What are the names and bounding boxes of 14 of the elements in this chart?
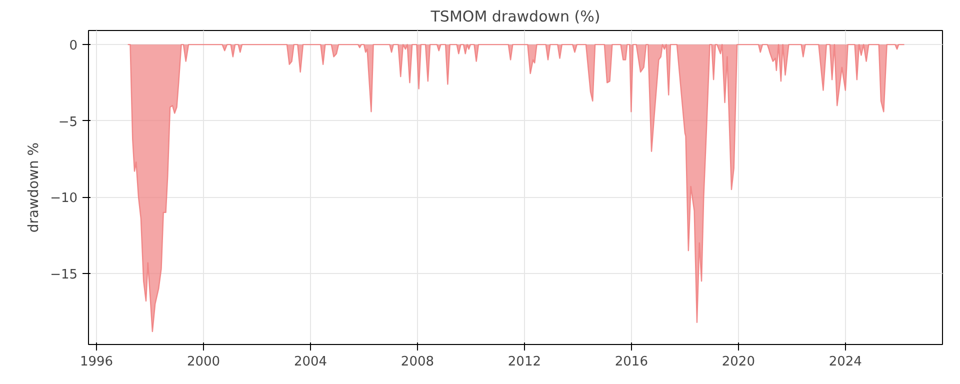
y-tick-label: 0 bbox=[69, 38, 78, 54]
y-tick-label: −5 bbox=[58, 114, 78, 130]
x-tick-label: 2008 bbox=[400, 354, 434, 370]
y-tick-label: −15 bbox=[50, 268, 78, 283]
x-tick-label: 2004 bbox=[294, 354, 328, 370]
y-tick-label: −10 bbox=[50, 191, 78, 206]
x-tick-label: 2012 bbox=[508, 354, 542, 370]
y-axis-title: drawdown % bbox=[26, 142, 42, 233]
chart-title: TSMOM drawdown (%) bbox=[430, 8, 600, 26]
x-tick-label: 2000 bbox=[186, 354, 220, 370]
x-tick-label: 2020 bbox=[722, 354, 755, 370]
x-tick-label: 2024 bbox=[828, 354, 862, 370]
x-tick-label: 2016 bbox=[614, 354, 648, 370]
x-tick-label: 1996 bbox=[80, 354, 114, 370]
